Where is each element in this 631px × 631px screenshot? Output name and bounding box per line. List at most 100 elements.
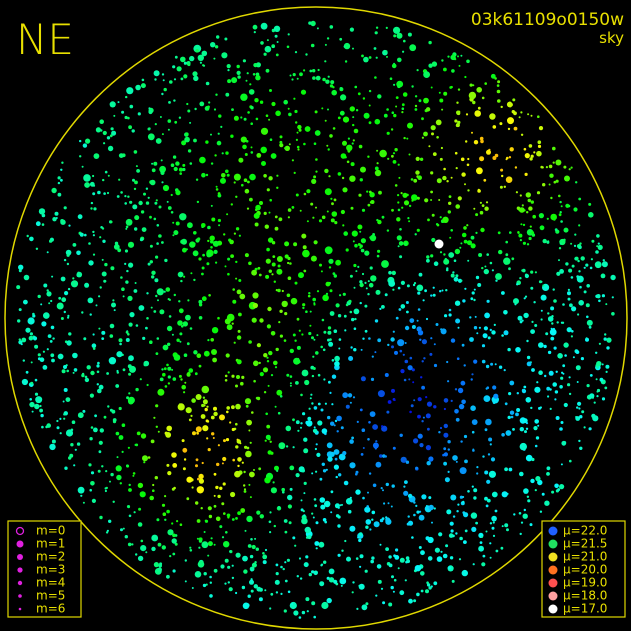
star bbox=[319, 497, 326, 503]
star bbox=[303, 492, 306, 495]
star bbox=[132, 204, 138, 210]
star bbox=[456, 110, 461, 115]
star bbox=[205, 140, 209, 144]
star bbox=[291, 78, 294, 81]
star bbox=[485, 364, 490, 369]
star bbox=[244, 153, 248, 156]
star bbox=[481, 359, 486, 364]
star bbox=[220, 177, 226, 184]
star bbox=[527, 499, 531, 503]
star bbox=[203, 531, 206, 533]
star bbox=[355, 557, 359, 560]
star bbox=[349, 462, 356, 469]
star bbox=[601, 294, 606, 298]
star bbox=[571, 306, 577, 312]
star bbox=[425, 445, 431, 451]
star bbox=[339, 110, 345, 116]
star bbox=[162, 344, 169, 351]
star bbox=[442, 553, 448, 559]
star bbox=[369, 411, 376, 417]
star bbox=[79, 155, 82, 158]
star bbox=[249, 83, 252, 86]
star bbox=[237, 75, 241, 79]
star bbox=[79, 139, 82, 143]
star bbox=[391, 270, 396, 276]
star bbox=[402, 50, 405, 53]
star bbox=[349, 274, 353, 278]
star bbox=[174, 120, 178, 124]
star bbox=[51, 439, 56, 444]
star bbox=[54, 211, 59, 216]
star bbox=[325, 79, 330, 84]
star bbox=[219, 486, 223, 490]
star bbox=[388, 270, 392, 275]
star bbox=[179, 172, 182, 175]
star bbox=[377, 338, 382, 343]
star bbox=[443, 167, 446, 171]
star bbox=[328, 266, 332, 269]
star bbox=[225, 151, 229, 155]
star bbox=[326, 210, 329, 213]
star bbox=[120, 528, 123, 532]
star bbox=[269, 607, 272, 610]
star bbox=[374, 351, 377, 354]
star bbox=[507, 117, 514, 125]
star bbox=[267, 306, 272, 312]
star bbox=[368, 282, 374, 288]
star bbox=[365, 525, 369, 529]
star bbox=[197, 237, 201, 241]
star bbox=[548, 370, 554, 376]
star bbox=[401, 103, 405, 107]
star bbox=[370, 559, 375, 564]
star bbox=[425, 413, 431, 419]
star bbox=[438, 199, 441, 201]
star bbox=[199, 101, 205, 107]
star bbox=[555, 179, 559, 183]
star bbox=[314, 541, 320, 546]
star bbox=[327, 415, 331, 420]
star bbox=[549, 407, 552, 410]
star bbox=[349, 175, 356, 182]
star bbox=[353, 348, 357, 352]
star bbox=[487, 336, 491, 340]
star bbox=[479, 210, 484, 215]
star bbox=[64, 291, 69, 296]
star bbox=[451, 579, 455, 583]
star bbox=[137, 482, 144, 489]
star bbox=[377, 219, 382, 225]
star bbox=[102, 130, 107, 136]
star bbox=[392, 446, 396, 450]
star bbox=[344, 60, 348, 63]
star bbox=[289, 465, 295, 471]
star bbox=[192, 242, 196, 246]
star bbox=[253, 360, 259, 367]
star bbox=[347, 137, 350, 140]
star bbox=[263, 174, 267, 178]
mode-label: sky bbox=[599, 29, 624, 47]
star bbox=[296, 145, 300, 149]
star bbox=[266, 247, 270, 252]
star bbox=[201, 50, 208, 57]
star bbox=[227, 257, 231, 261]
star bbox=[397, 245, 400, 248]
star bbox=[342, 292, 346, 296]
star bbox=[448, 211, 451, 214]
star bbox=[355, 489, 361, 495]
star bbox=[221, 536, 225, 539]
star bbox=[91, 343, 97, 349]
star bbox=[215, 93, 218, 96]
star bbox=[394, 184, 398, 187]
star bbox=[351, 142, 354, 145]
star bbox=[342, 224, 345, 227]
star bbox=[414, 565, 422, 572]
star bbox=[235, 227, 240, 231]
star bbox=[562, 372, 565, 375]
star bbox=[40, 413, 44, 418]
star bbox=[162, 372, 166, 377]
star bbox=[436, 178, 442, 184]
star bbox=[128, 488, 132, 492]
star bbox=[596, 361, 602, 367]
star bbox=[523, 297, 526, 300]
star bbox=[180, 56, 186, 63]
star bbox=[280, 565, 283, 569]
